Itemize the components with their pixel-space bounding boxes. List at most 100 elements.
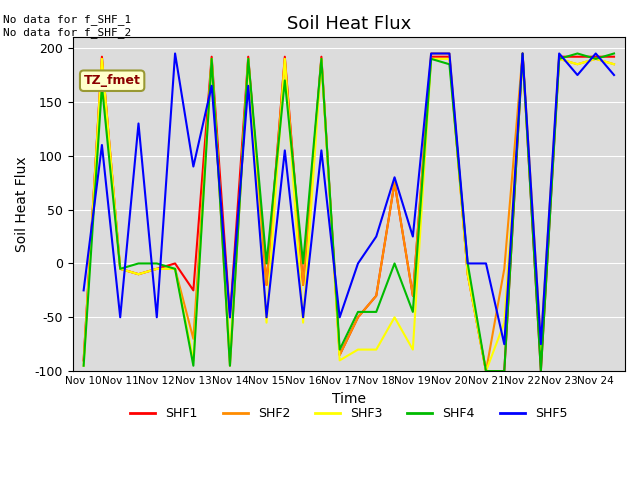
SHF4 <box>80 363 88 369</box>
SHF1 <box>390 180 398 186</box>
SHF2 <box>390 180 398 186</box>
SHF2 <box>134 271 142 277</box>
SHF5 <box>390 174 398 180</box>
SHF4 <box>610 50 618 56</box>
X-axis label: Time: Time <box>332 392 366 406</box>
SHF4 <box>464 261 472 266</box>
SHF4 <box>592 56 600 62</box>
SHF1 <box>500 368 508 374</box>
SHF5 <box>592 50 600 56</box>
SHF2 <box>519 50 527 56</box>
SHF3 <box>134 271 142 277</box>
SHF4 <box>226 363 234 369</box>
SHF1 <box>556 54 563 60</box>
SHF4 <box>300 261 307 266</box>
SHF3 <box>317 56 325 62</box>
SHF3 <box>80 363 88 369</box>
SHF2 <box>336 352 344 358</box>
SHF5 <box>354 261 362 266</box>
SHF2 <box>153 266 161 272</box>
SHF4 <box>390 261 398 266</box>
SHF2 <box>610 61 618 67</box>
SHF1 <box>244 54 252 60</box>
SHF1 <box>98 54 106 60</box>
SHF3 <box>244 56 252 62</box>
SHF3 <box>428 56 435 62</box>
SHF3 <box>262 320 270 325</box>
SHF2 <box>262 282 270 288</box>
SHF5 <box>208 83 216 89</box>
SHF1 <box>226 314 234 320</box>
SHF1 <box>172 261 179 266</box>
SHF4 <box>556 56 563 62</box>
SHF3 <box>336 358 344 363</box>
SHF2 <box>98 56 106 62</box>
SHF1 <box>409 293 417 299</box>
SHF2 <box>409 293 417 299</box>
SHF4 <box>116 266 124 272</box>
SHF1 <box>445 54 453 60</box>
SHF1 <box>592 54 600 60</box>
SHF1 <box>300 282 307 288</box>
SHF2 <box>500 266 508 272</box>
SHF2 <box>208 56 216 62</box>
SHF3 <box>409 347 417 352</box>
SHF4 <box>336 347 344 352</box>
SHF4 <box>189 363 197 369</box>
SHF5 <box>244 83 252 89</box>
SHF1 <box>153 266 161 272</box>
SHF4 <box>445 61 453 67</box>
SHF2 <box>372 293 380 299</box>
SHF5 <box>226 314 234 320</box>
SHF3 <box>172 266 179 272</box>
SHF1 <box>317 54 325 60</box>
SHF5 <box>317 147 325 153</box>
SHF5 <box>409 234 417 240</box>
SHF3 <box>592 56 600 62</box>
SHF4 <box>134 261 142 266</box>
SHF3 <box>610 61 618 67</box>
SHF5 <box>116 314 124 320</box>
SHF5 <box>172 50 179 56</box>
SHF3 <box>390 314 398 320</box>
Line: SHF4: SHF4 <box>84 53 614 371</box>
SHF5 <box>519 50 527 56</box>
SHF2 <box>172 266 179 272</box>
SHF3 <box>226 352 234 358</box>
SHF1 <box>208 54 216 60</box>
SHF5 <box>445 50 453 56</box>
SHF5 <box>281 147 289 153</box>
SHF1 <box>573 54 581 60</box>
SHF1 <box>372 293 380 299</box>
SHF3 <box>153 266 161 272</box>
SHF5 <box>153 314 161 320</box>
SHF1 <box>336 352 344 358</box>
SHF4 <box>172 266 179 272</box>
SHF1 <box>482 368 490 374</box>
SHF4 <box>372 309 380 315</box>
SHF2 <box>300 282 307 288</box>
SHF2 <box>281 56 289 62</box>
SHF2 <box>445 50 453 56</box>
SHF3 <box>519 56 527 62</box>
SHF4 <box>281 78 289 84</box>
SHF2 <box>354 314 362 320</box>
SHF1 <box>134 271 142 277</box>
SHF1 <box>116 266 124 272</box>
SHF2 <box>116 266 124 272</box>
SHF5 <box>428 50 435 56</box>
Line: SHF2: SHF2 <box>84 53 614 371</box>
SHF4 <box>537 368 545 374</box>
SHF1 <box>519 50 527 56</box>
SHF2 <box>226 363 234 369</box>
SHF3 <box>116 266 124 272</box>
SHF4 <box>500 368 508 374</box>
SHF5 <box>556 50 563 56</box>
SHF4 <box>354 309 362 315</box>
SHF3 <box>281 56 289 62</box>
SHF5 <box>336 314 344 320</box>
SHF4 <box>153 261 161 266</box>
Line: SHF5: SHF5 <box>84 53 614 344</box>
SHF1 <box>537 368 545 374</box>
SHF5 <box>482 261 490 266</box>
